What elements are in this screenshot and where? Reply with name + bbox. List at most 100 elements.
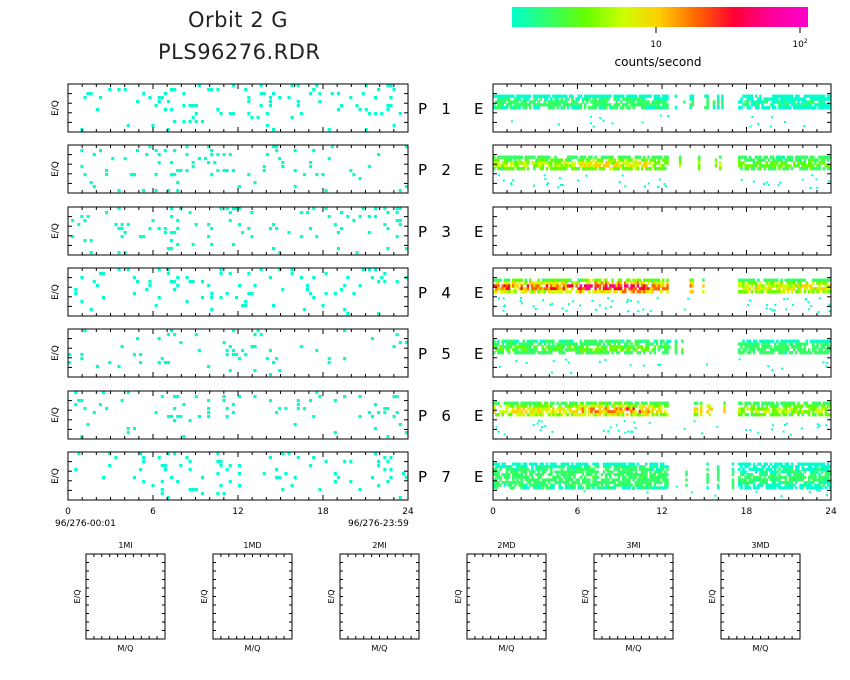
rate-pixel bbox=[651, 465, 654, 469]
rate-pixel bbox=[642, 473, 646, 477]
count-pixel bbox=[216, 88, 220, 92]
rate-pixel bbox=[524, 161, 528, 165]
rate-pixel bbox=[609, 345, 612, 349]
rate-pixel bbox=[554, 290, 557, 294]
rate-pixel bbox=[528, 155, 532, 159]
count-pixel bbox=[83, 173, 87, 177]
rate-pixel bbox=[577, 97, 581, 101]
rate-pixel bbox=[657, 158, 661, 162]
rate-pixel bbox=[816, 339, 819, 343]
rate-pixel bbox=[623, 97, 627, 101]
rate-pixel bbox=[640, 103, 644, 107]
rate-pixel bbox=[556, 413, 559, 417]
rate-pixel bbox=[795, 290, 798, 294]
rate-pixel bbox=[805, 486, 809, 490]
rate-pixel bbox=[514, 155, 517, 159]
rate-pixel bbox=[545, 467, 549, 471]
rate-pixel bbox=[795, 481, 798, 485]
rate-pixel bbox=[636, 281, 640, 285]
rate-pixel bbox=[634, 470, 638, 474]
rate-pixel bbox=[773, 470, 777, 474]
count-pixel bbox=[166, 272, 170, 276]
count-pixel bbox=[89, 308, 93, 312]
rate-pixel bbox=[780, 155, 783, 159]
rate-pixel bbox=[778, 164, 781, 168]
rate-pixel bbox=[805, 483, 809, 487]
rate-pixel bbox=[761, 158, 764, 162]
rate-pixel bbox=[640, 287, 644, 291]
count-pixel bbox=[166, 415, 170, 419]
count-pixel bbox=[176, 480, 180, 484]
rate-pixel bbox=[814, 287, 817, 291]
rate-pixel bbox=[626, 164, 629, 168]
rate-pixel bbox=[516, 481, 519, 485]
rate-pixel bbox=[738, 106, 741, 110]
rate-pixel bbox=[619, 481, 623, 485]
colorbar-tick-label-10: 10 bbox=[650, 40, 662, 50]
count-pixel bbox=[336, 476, 340, 480]
rate-pixel bbox=[706, 103, 709, 107]
rate-pixel bbox=[778, 284, 781, 288]
rate-pixel bbox=[784, 407, 788, 411]
rate-pixel bbox=[628, 483, 631, 487]
rate-pixel bbox=[514, 284, 517, 288]
rate-pixel bbox=[520, 404, 523, 408]
rate-pixel bbox=[797, 106, 800, 110]
rate-pixel bbox=[585, 470, 589, 474]
count-pixel bbox=[358, 284, 362, 288]
rate-pixel bbox=[556, 106, 559, 110]
count-pixel bbox=[253, 181, 257, 185]
rate-pixel bbox=[797, 281, 800, 285]
rate-pixel bbox=[649, 351, 652, 355]
rate-pixel bbox=[769, 284, 773, 288]
count-pixel bbox=[197, 415, 201, 419]
rate-pixel bbox=[621, 348, 625, 352]
rate-pixel bbox=[763, 339, 766, 343]
rate-pixel bbox=[615, 281, 619, 285]
rate-pixel bbox=[571, 413, 574, 417]
rate-pixel bbox=[628, 161, 631, 165]
count-pixel bbox=[315, 349, 319, 353]
rate-pixel bbox=[634, 481, 638, 485]
rate-pixel bbox=[505, 465, 509, 469]
rate-pixel bbox=[524, 348, 528, 352]
rate-pixel bbox=[539, 462, 542, 466]
rate-pixel bbox=[818, 100, 821, 104]
rate-pixel bbox=[626, 298, 629, 301]
rate-pixel bbox=[547, 278, 551, 282]
count-pixel bbox=[80, 149, 84, 153]
rate-pixel bbox=[795, 486, 798, 490]
rate-pixel bbox=[799, 404, 802, 408]
rate-pixel bbox=[501, 164, 504, 168]
rate-pixel bbox=[535, 97, 538, 101]
rate-pixel bbox=[811, 278, 815, 282]
rate-pixel bbox=[795, 164, 798, 168]
rate-pixel bbox=[799, 290, 802, 294]
rate-pixel bbox=[617, 473, 621, 477]
count-pixel bbox=[343, 460, 347, 464]
rate-pixel bbox=[797, 462, 800, 466]
rate-pixel bbox=[629, 364, 632, 367]
rate-pixel bbox=[528, 413, 532, 417]
rate-pixel bbox=[628, 465, 631, 469]
rate-pixel bbox=[754, 106, 758, 110]
rate-pixel bbox=[786, 410, 790, 414]
count-pixel bbox=[247, 292, 251, 296]
rate-pixel bbox=[636, 167, 640, 171]
rate-pixel bbox=[539, 103, 542, 107]
rate-pixel bbox=[537, 483, 540, 487]
rate-pixel bbox=[773, 413, 777, 417]
rate-pixel bbox=[537, 106, 540, 110]
rate-pixel bbox=[566, 481, 570, 485]
rate-pixel bbox=[811, 473, 815, 477]
count-pixel bbox=[188, 468, 192, 472]
rate-pixel bbox=[807, 410, 811, 414]
rate-pixel bbox=[585, 158, 589, 162]
rate-pixel bbox=[632, 467, 635, 471]
rate-pixel bbox=[579, 339, 583, 343]
rate-pixel bbox=[816, 489, 819, 492]
rate-pixel bbox=[786, 404, 790, 408]
rate-pixel bbox=[609, 348, 612, 352]
rate-pixel bbox=[564, 483, 568, 487]
rate-pixel bbox=[797, 470, 800, 474]
